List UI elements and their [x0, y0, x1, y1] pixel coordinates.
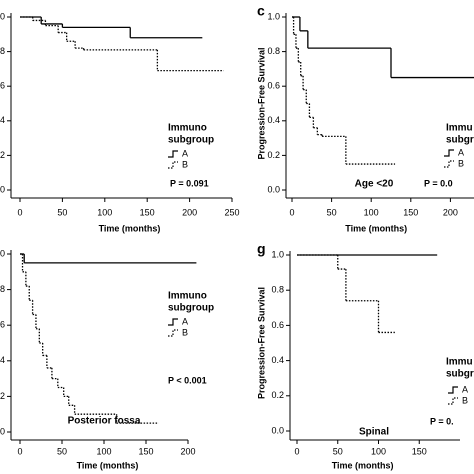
x-tick-label: 0 — [294, 446, 299, 456]
y-tick-label: 0.4 — [0, 115, 5, 125]
legend-title: subgroup — [168, 303, 214, 314]
x-tick-label: 50 — [333, 446, 343, 456]
y-tick-label: 0.8 — [271, 285, 284, 295]
y-tick-label: 0.0 — [0, 426, 5, 436]
legend-symbol — [168, 318, 178, 326]
x-tick-label: 50 — [327, 207, 337, 217]
subset-label: Posterior fossa — [68, 416, 141, 427]
y-tick-label: 0.2 — [0, 150, 5, 160]
y-tick-label: 0.0 — [271, 425, 284, 435]
x-axis-title: Time (months) — [99, 223, 161, 233]
x-tick-label: 0 — [17, 446, 22, 456]
x-tick-label: 150 — [412, 446, 427, 456]
subset-label: Spinal — [359, 427, 389, 438]
legend-title: Immuno — [168, 123, 207, 134]
legend-label: B — [182, 327, 188, 337]
subset-label: Age <20 — [355, 179, 394, 190]
x-tick-label: 100 — [96, 446, 111, 456]
x-tick-label: 150 — [140, 207, 155, 217]
y-tick-label: 0.8 — [267, 46, 280, 56]
y-tick-label: 0.2 — [0, 391, 5, 401]
y-tick-label: 1.0 — [0, 248, 5, 258]
y-axis-title: Progression-Free Survival — [256, 47, 266, 159]
x-tick-label: 0 — [17, 207, 22, 217]
y-tick-label: 0.8 — [0, 46, 5, 56]
x-tick-label: 50 — [57, 446, 67, 456]
y-tick-label: 0.0 — [267, 184, 280, 194]
p-value: P = 0.0 — [424, 178, 453, 188]
y-tick-label: 0.4 — [267, 115, 280, 125]
y-tick-label: 0.2 — [267, 150, 280, 160]
legend-label: B — [182, 159, 188, 169]
legend-title: subgroup — [168, 135, 214, 146]
y-tick-label: 0.6 — [271, 320, 284, 330]
y-tick-label: 0.8 — [0, 284, 5, 294]
y-tick-label: 1.0 — [271, 249, 284, 259]
x-tick-label: 100 — [371, 446, 386, 456]
x-tick-label: 150 — [138, 446, 153, 456]
legend-label: B — [462, 395, 468, 405]
y-tick-label: 1.0 — [267, 11, 280, 21]
p-value: P < 0.001 — [168, 375, 207, 385]
x-tick-label: 150 — [403, 207, 418, 217]
x-tick-label: 100 — [97, 207, 112, 217]
legend-label: A — [462, 384, 468, 394]
legend-label: A — [458, 147, 464, 157]
y-tick-label: 0.6 — [267, 81, 280, 91]
x-tick-label: 50 — [57, 207, 67, 217]
x-tick-label: 200 — [443, 207, 458, 217]
legend-title: subgro — [446, 135, 474, 146]
y-tick-label: 0.2 — [271, 390, 284, 400]
legend-title: subgrou — [446, 369, 474, 380]
legend-title: Immu — [446, 123, 473, 134]
legend-symbol — [444, 160, 454, 168]
legend-title: Immuno — [168, 291, 207, 302]
y-tick-label: 0.6 — [0, 320, 5, 330]
y-tick-label: 1.0 — [0, 11, 5, 21]
p-value: P = 0. — [430, 416, 454, 426]
legend-label: B — [458, 158, 464, 168]
legend-label: A — [182, 316, 188, 326]
x-tick-label: 200 — [180, 446, 195, 456]
y-tick-label: 0.0 — [0, 184, 5, 194]
legend-symbol — [168, 150, 178, 158]
panel-label: g — [257, 241, 266, 257]
x-tick-label: 100 — [364, 207, 379, 217]
x-tick-label: 250 — [224, 207, 239, 217]
x-tick-label: 0 — [289, 207, 294, 217]
legend-symbol — [448, 386, 458, 394]
x-axis-title: Time (months) — [345, 223, 407, 233]
legend-symbol — [168, 329, 178, 337]
p-value: P = 0.091 — [170, 178, 209, 188]
legend-symbol — [168, 161, 178, 169]
x-axis-title: Time (months) — [332, 460, 394, 470]
y-tick-label: 0.4 — [271, 355, 284, 365]
x-axis-title: Time (months) — [77, 460, 139, 470]
y-axis-title: Progression-Free Survival — [256, 287, 266, 399]
panel-label: c — [257, 3, 265, 19]
x-tick-label: 200 — [182, 207, 197, 217]
y-tick-label: 0.6 — [0, 81, 5, 91]
legend-symbol — [448, 397, 458, 405]
legend-label: A — [182, 148, 188, 158]
y-tick-label: 0.4 — [0, 355, 5, 365]
legend-symbol — [444, 149, 454, 157]
legend-title: Immu — [446, 357, 473, 368]
